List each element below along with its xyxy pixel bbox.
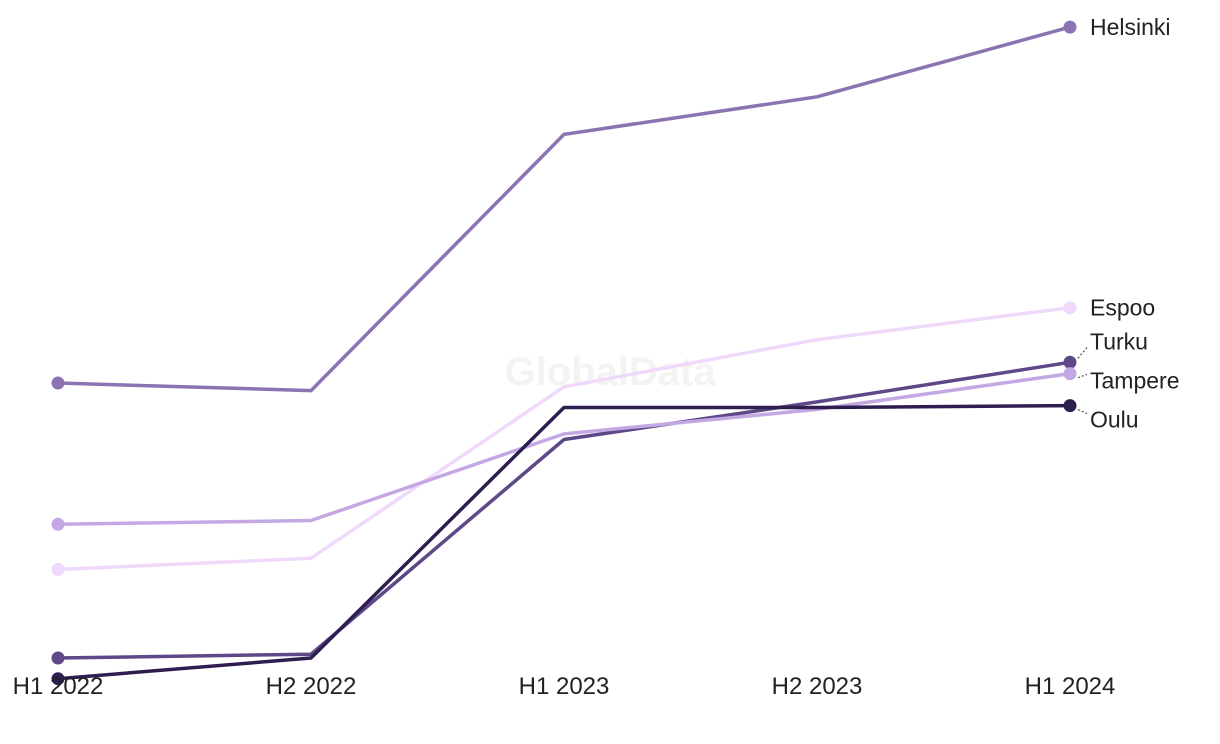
x-tick-label: H1 2022 [13,673,104,700]
watermark: GlobalData [504,350,716,394]
x-tick-label: H2 2023 [772,673,863,700]
data-point-turku-end [1063,355,1077,369]
series-line-tampere [56,371,1072,527]
x-tick-label: H1 2023 [519,673,610,700]
data-point-espoo-start [51,563,65,576]
data-point-tampere-end [1063,367,1077,381]
data-point-helsinki-start [51,376,65,390]
series-labels: Helsinki Espoo Turku Tampere Oulu [1090,14,1179,432]
label-connectors [1077,347,1088,414]
series-line-oulu [56,403,1072,681]
series-label-helsinki: Helsinki [1090,14,1171,40]
label-connector-oulu [1077,409,1088,414]
data-point-helsinki-end [1063,20,1077,34]
series-label-turku: Turku [1090,329,1148,355]
data-point-oulu-start [51,672,65,686]
series-line-espoo [56,305,1072,572]
data-point-turku-start [51,651,65,665]
series-label-tampere: Tampere [1090,368,1179,394]
label-connector-tampere [1077,374,1088,379]
series-label-oulu: Oulu [1090,407,1139,433]
label-connector-turku [1077,347,1088,359]
data-point-espoo-end [1063,301,1077,315]
series-line-turku [56,360,1072,660]
series-line-helsinki [56,25,1072,393]
data-point-oulu-end [1063,399,1077,413]
x-axis-ticks: H1 2022 H2 2022 H1 2023 H2 2023 H1 2024 [13,673,1116,700]
data-point-tampere-start [51,517,65,531]
x-tick-label: H2 2022 [266,673,357,700]
series-label-espoo: Espoo [1090,295,1155,321]
series-end-points [51,20,1077,686]
x-tick-label: H1 2024 [1025,673,1116,700]
series-lines [56,25,1072,681]
